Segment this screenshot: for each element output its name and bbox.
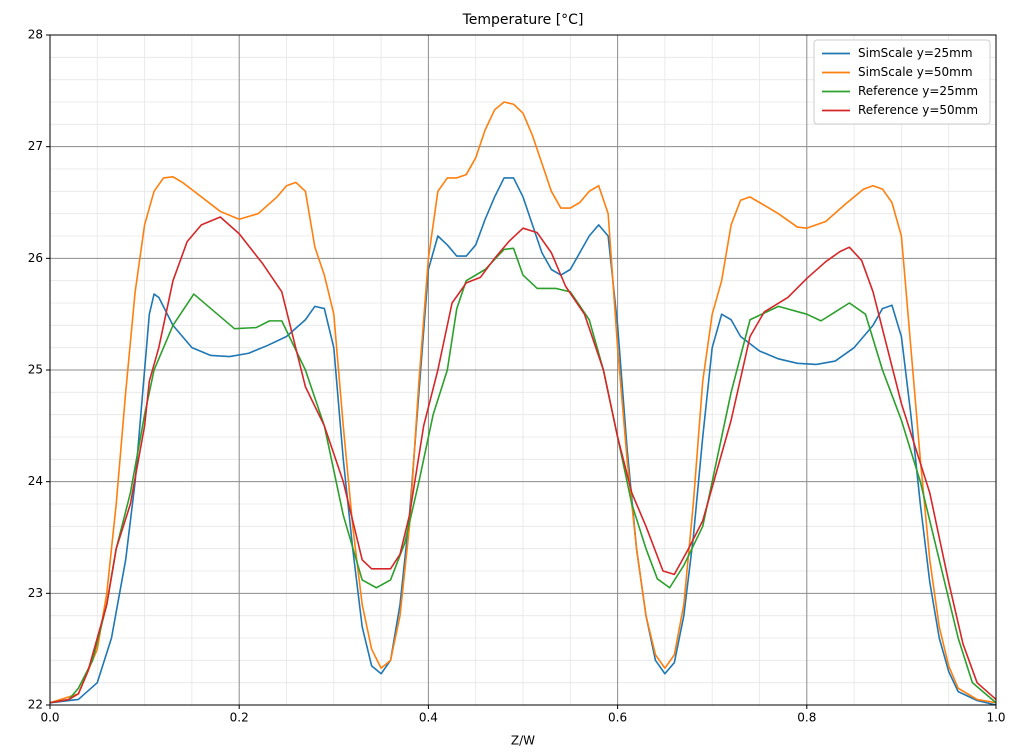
legend: SimScale y=25mm SimScale y=50mm Reference … (813, 39, 991, 125)
x-tick-label: 0.8 (797, 711, 816, 725)
y-tick-label: 26 (28, 251, 43, 265)
x-tick-label: 0.6 (608, 711, 627, 725)
legend-label: SimScale y=50mm (858, 65, 973, 79)
series-line (49, 101, 997, 704)
legend-label: Reference y=25mm (858, 84, 978, 98)
x-tick-label: 0.4 (419, 711, 438, 725)
y-tick-label: 25 (28, 363, 43, 377)
x-axis-label: Z/W (511, 734, 535, 748)
series-line (49, 177, 997, 706)
y-tick-label: 27 (28, 139, 43, 153)
y-tick-label: 24 (28, 474, 43, 488)
y-tick-label: 22 (28, 698, 43, 712)
series-line (49, 216, 997, 704)
y-tick-label: 23 (28, 586, 43, 600)
x-tick-label: 0.2 (230, 711, 249, 725)
series-line (49, 247, 997, 704)
y-tick-label: 28 (28, 28, 43, 42)
legend-box (813, 39, 991, 125)
legend-label: Reference y=50mm (858, 103, 978, 117)
chart-title: Temperature [°C] (462, 12, 584, 28)
x-tick-label: 0.0 (40, 711, 59, 725)
x-tick-label: 1.0 (986, 711, 1005, 725)
plot-frame (49, 34, 997, 706)
legend-label: SimScale y=25mm (858, 46, 973, 60)
